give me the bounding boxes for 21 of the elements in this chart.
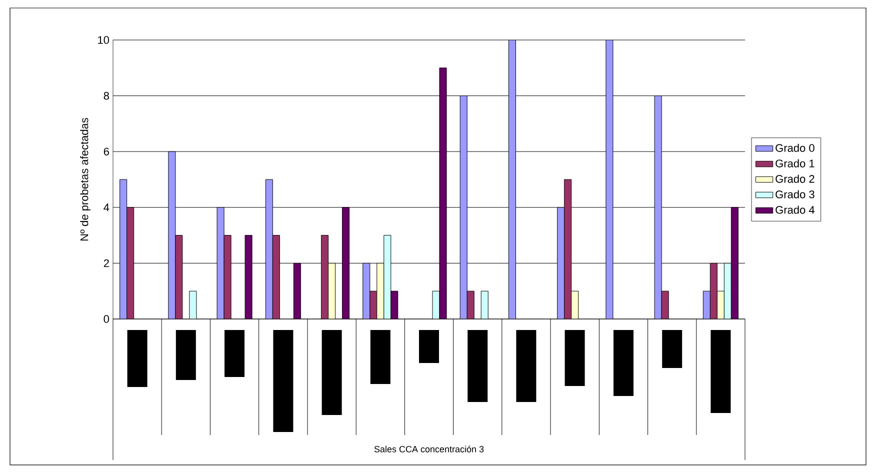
y-tick-label: 2: [104, 259, 109, 268]
legend-label: Grado 3: [776, 190, 814, 198]
bar: [293, 262, 301, 319]
y-tick-label: 0: [104, 315, 110, 323]
legend-label: Grado 1: [776, 159, 814, 168]
bar: [730, 207, 738, 319]
text: Sales CCA concentración 3: [374, 446, 484, 452]
y-tick-label: 10: [98, 36, 110, 44]
bar: [716, 290, 724, 319]
y-axis-title: Nº de probetas afectadas: [80, 118, 90, 241]
bar: [376, 262, 384, 319]
y-tick-label: 6: [104, 148, 109, 156]
legend-label: Grado 2: [776, 174, 814, 183]
bar: [342, 207, 350, 319]
bar: [328, 262, 336, 319]
legend-label: Grado 4: [776, 206, 814, 214]
y-tick-label: 4: [104, 204, 110, 212]
bar: [390, 290, 398, 319]
legend-label: Grado 0: [776, 144, 814, 152]
bar: [571, 290, 579, 319]
y-tick-label: 8: [104, 92, 109, 100]
